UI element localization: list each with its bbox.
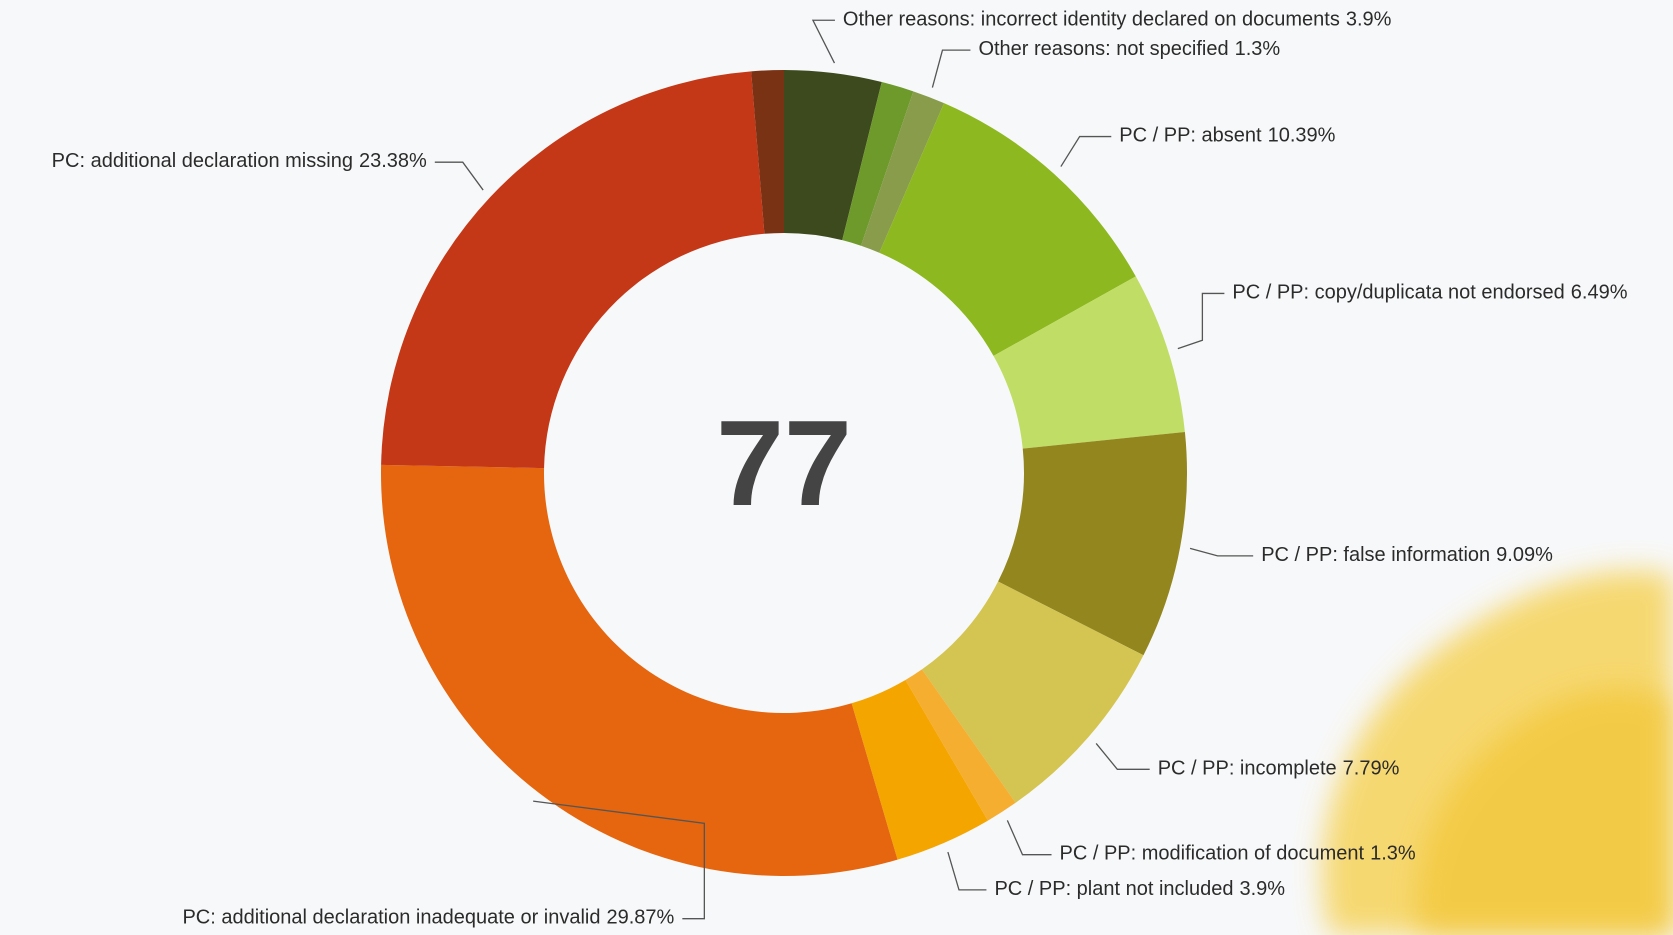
leader-line [947,851,987,891]
slice-label-name: PC / PP: copy/duplicata not endorsed [1232,282,1564,304]
slice-label: PC / PP: false information 9.09% [1261,544,1553,566]
slice-label-name: PC: additional declaration inadequate or… [182,907,600,929]
slice-label-value: 3.9% [1346,9,1392,31]
leader-line [1177,292,1225,350]
donut-slice [993,276,1185,449]
slice-label-name: Other reasons: incorrect identity declar… [843,9,1340,31]
slice-label: PC / PP: copy/duplicata not endorsed 6.49… [1232,282,1627,304]
leader-line [931,49,971,88]
slice-label: PC / PP: plant not included 3.9% [994,878,1285,900]
donut-slice [861,91,945,253]
slice-label: PC / PP: modification of document 1.3% [1060,843,1416,865]
slice-label-value: 23.38% [359,150,427,172]
slice-label-value: 6.49% [1571,282,1628,304]
slice-label-value: 1.3% [1370,843,1416,865]
slice-label-value: 3.9% [1239,878,1285,900]
donut-slice [905,669,1016,821]
slice-label: PC / PP: absent 10.39% [1119,125,1335,147]
slice-label: PC / PP: incomplete 7.79% [1158,758,1400,780]
slice-label-name: Other reasons: not specified [978,38,1228,60]
slice-label-name: PC / PP: incomplete [1158,758,1337,780]
slice-label: Other reasons: incorrect identity declar… [843,9,1392,31]
leader-line [811,19,836,64]
leader-line [533,800,705,920]
slice-label: Other reasons: not specified 1.3% [978,38,1280,60]
donut-slice [998,431,1187,656]
donut-slice [842,82,914,246]
slice-label-value: 9.09% [1496,544,1553,566]
donut-slice [851,680,988,860]
slice-label-name: PC: additional declaration missing [52,150,353,172]
slice-label: PC: additional declaration inadequate or… [182,907,674,929]
slice-label-value: 1.3% [1235,38,1281,60]
leader-line [1060,135,1112,167]
center-label: 77 [716,395,852,531]
slice-label-name: PC / PP: false information [1261,544,1490,566]
slice-label-name: PC / PP: plant not included [994,878,1233,900]
donut-slice [751,70,784,234]
slice-label-name: PC / PP: modification of document [1060,843,1365,865]
donut-slice [784,70,882,241]
leader-line [1189,547,1254,557]
donut-slice [381,71,765,469]
leader-line [1006,820,1052,856]
leader-line [434,161,484,191]
slice-label-name: PC / PP: absent [1119,125,1262,147]
slice-label-value: 10.39% [1268,125,1336,147]
slice-label: PC: additional declaration missing 23.38% [52,150,427,172]
leader-line [1095,743,1150,770]
donut [380,70,1187,876]
donut-slice [921,581,1144,803]
slice-label-value: 29.87% [607,907,675,929]
slice-label-value: 7.79% [1343,758,1400,780]
background-decoration [1416,688,1673,935]
donut-slice [879,103,1136,356]
donut-slice [380,464,898,876]
